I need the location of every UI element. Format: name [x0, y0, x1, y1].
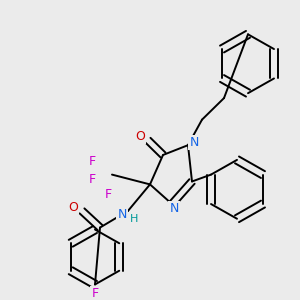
- Text: O: O: [68, 202, 78, 214]
- Text: F: F: [92, 287, 99, 300]
- Text: N: N: [189, 136, 199, 149]
- Text: H: H: [130, 214, 138, 224]
- Text: N: N: [117, 208, 127, 221]
- Text: O: O: [135, 130, 145, 143]
- Text: F: F: [104, 188, 112, 201]
- Text: N: N: [169, 202, 179, 215]
- Text: F: F: [88, 173, 96, 186]
- Text: F: F: [88, 155, 96, 168]
